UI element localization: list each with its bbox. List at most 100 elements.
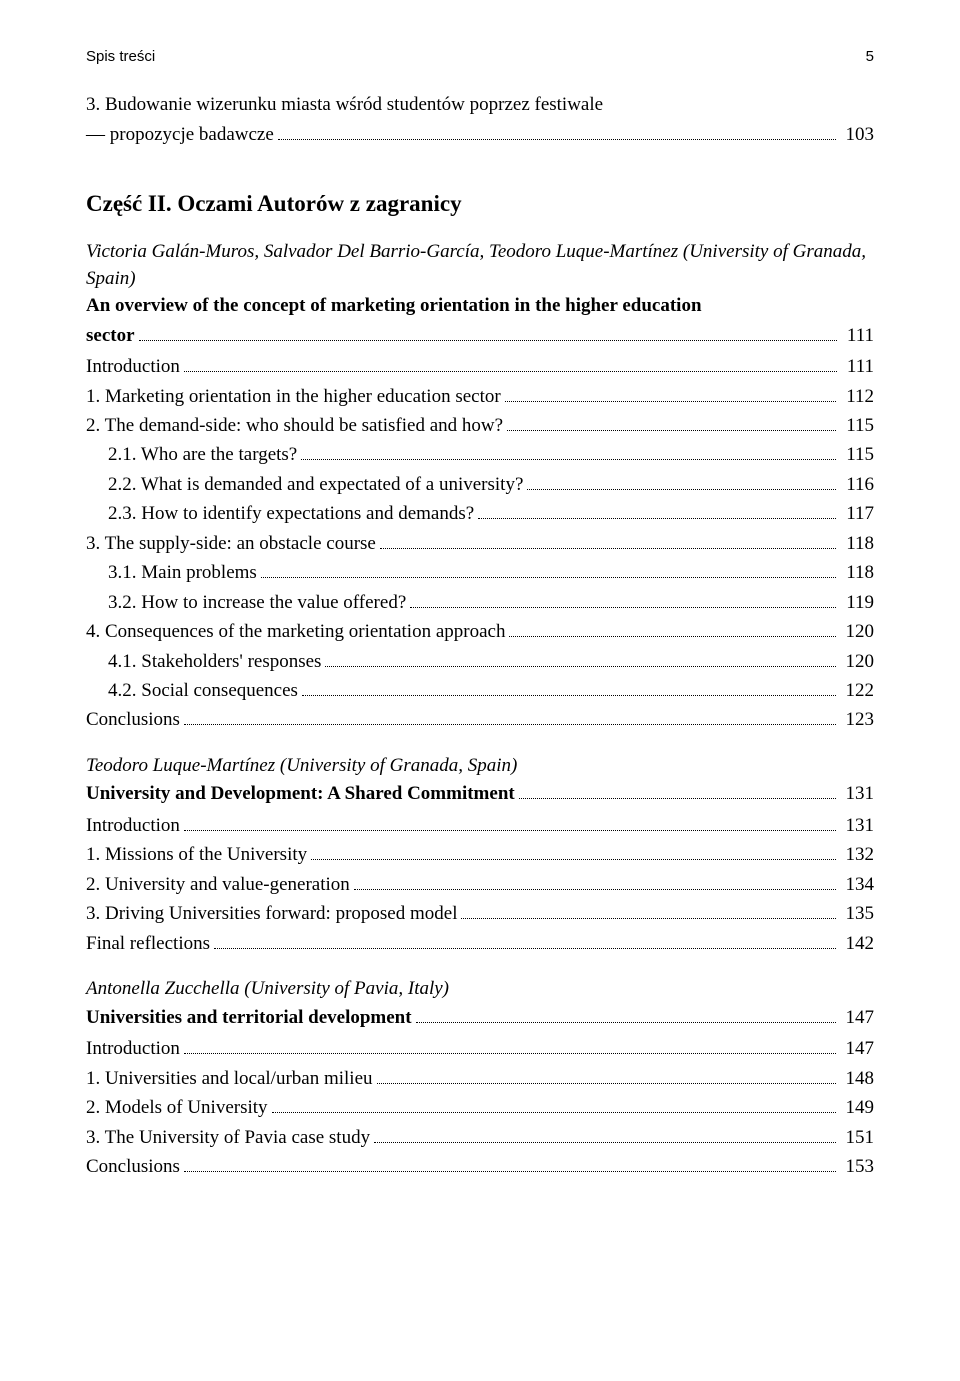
toc-item: Introduction 111	[86, 352, 874, 381]
toc-item: 3. Driving Universities forward: propose…	[86, 899, 874, 928]
toc-page: 116	[840, 470, 874, 499]
toc-label: 2.2. What is demanded and expectated of …	[108, 470, 523, 499]
toc-page: 148	[840, 1064, 875, 1093]
toc-label: 2.1. Who are the targets?	[108, 440, 297, 469]
article-toc: Introduction1311. Missions of the Univer…	[86, 811, 874, 958]
toc-label: 3. The supply-side: an obstacle course	[86, 529, 376, 558]
toc-page: 131	[840, 780, 875, 809]
toc-leader	[311, 844, 835, 860]
toc-page: 115	[840, 411, 874, 440]
toc-page: 120	[840, 617, 875, 646]
toc-page: 117	[840, 499, 874, 528]
toc-label: Introduction	[86, 1034, 180, 1063]
toc-leader	[302, 680, 836, 696]
toc-page: 135	[840, 899, 875, 928]
toc-page: 132	[840, 840, 875, 869]
toc-item-continuation-line: 3. Budowanie wizerunku miasta wśród stud…	[86, 91, 874, 120]
page: Spis treści 5 3. Budowanie wizerunku mia…	[0, 0, 960, 1381]
toc-leader	[377, 1067, 836, 1083]
toc-page: 122	[840, 676, 875, 705]
toc-label: 3. The University of Pavia case study	[86, 1123, 370, 1152]
toc-page: 120	[840, 647, 875, 676]
toc-label: Final reflections	[86, 929, 210, 958]
toc-leader	[527, 474, 836, 490]
toc-item: 4. Consequences of the marketing orienta…	[86, 617, 874, 646]
toc-page: 103	[840, 120, 875, 149]
toc-leader	[374, 1126, 835, 1142]
toc-item: 4.2. Social consequences 122	[86, 676, 874, 705]
toc-leader	[184, 1038, 836, 1054]
toc-page: 111	[841, 352, 874, 381]
toc-label: 1. Universities and local/urban milieu	[86, 1064, 373, 1093]
toc-label: 4.2. Social consequences	[108, 676, 298, 705]
toc-page: 147	[840, 1004, 875, 1033]
article-title-line: An overview of the concept of marketing …	[86, 292, 874, 321]
toc-item: 3.2. How to increase the value offered? 1…	[86, 588, 874, 617]
article-toc: Introduction 1111. Marketing orientation …	[86, 352, 874, 735]
toc-label: Introduction	[86, 352, 180, 381]
article-authors: Victoria Galán-Muros, Salvador Del Barri…	[86, 239, 874, 292]
part-title: Część II. Oczami Autorów z zagranicy	[86, 191, 874, 217]
toc-label: 2. University and value-generation	[86, 870, 350, 899]
toc-item: 2.3. How to identify expectations and de…	[86, 499, 874, 528]
toc-page: 147	[840, 1034, 875, 1063]
toc-item: Conclusions123	[86, 705, 874, 734]
toc-label: Conclusions	[86, 1152, 180, 1181]
toc-page: 142	[840, 929, 875, 958]
toc-label: 3. Driving Universities forward: propose…	[86, 899, 457, 928]
toc-page: 134	[840, 870, 875, 899]
article-authors: Antonella Zucchella (University of Pavia…	[86, 976, 874, 1003]
toc-item: Conclusions 153	[86, 1152, 874, 1181]
article-toc: Introduction1471. Universities and local…	[86, 1034, 874, 1181]
article-title-row: sector 111	[86, 322, 874, 351]
toc-leader	[278, 123, 836, 139]
toc-item: 1. Missions of the University 132	[86, 840, 874, 869]
toc-item: 1. Universities and local/urban milieu 14…	[86, 1064, 874, 1093]
toc-leader	[478, 503, 836, 519]
toc-leader	[509, 621, 835, 637]
article-authors: Teodoro Luque-Martínez (University of Gr…	[86, 753, 874, 780]
toc-label: 4. Consequences of the marketing orienta…	[86, 617, 505, 646]
toc-label: 2. The demand-side: who should be satisf…	[86, 411, 503, 440]
running-head-right: 5	[866, 48, 874, 65]
article-title-last: Universities and territorial development	[86, 1004, 412, 1033]
toc-leader	[184, 815, 836, 831]
toc-page: 153	[840, 1152, 875, 1181]
toc-label: 3.2. How to increase the value offered?	[108, 588, 406, 617]
toc-page: 112	[840, 382, 874, 411]
toc-item: 1. Marketing orientation in the higher e…	[86, 382, 874, 411]
toc-leader	[461, 903, 835, 919]
toc-leader	[184, 709, 836, 725]
toc-item: 2.1. Who are the targets?115	[86, 440, 874, 469]
toc-item: 2. The demand-side: who should be satisf…	[86, 411, 874, 440]
toc-label: 4.1. Stakeholders' responses	[108, 647, 321, 676]
toc-page: 118	[840, 529, 874, 558]
toc-leader	[380, 533, 836, 549]
article-title-last: sector	[86, 322, 135, 351]
toc-leader	[519, 783, 836, 799]
toc-leader	[410, 591, 836, 607]
toc-item: 3. The supply-side: an obstacle course 11…	[86, 529, 874, 558]
toc-item: 2. University and value-generation 134	[86, 870, 874, 899]
toc-page: 119	[840, 588, 874, 617]
toc-page: 151	[840, 1123, 875, 1152]
toc-label: 2.3. How to identify expectations and de…	[108, 499, 474, 528]
toc-item: Final reflections 142	[86, 929, 874, 958]
toc-label: Introduction	[86, 811, 180, 840]
toc-label: 3.1. Main problems	[108, 558, 257, 587]
toc-leader	[272, 1097, 836, 1113]
toc-leader	[139, 324, 837, 340]
running-head: Spis treści 5	[86, 48, 874, 65]
toc-item: Introduction 147	[86, 1034, 874, 1063]
toc-label: 1. Missions of the University	[86, 840, 307, 869]
toc-label: — propozycje badawcze	[86, 120, 274, 149]
toc-leader	[416, 1007, 836, 1023]
toc-item: 3.1. Main problems118	[86, 558, 874, 587]
toc-page: 111	[841, 322, 874, 351]
toc-item: Introduction131	[86, 811, 874, 840]
toc-item: 2.2. What is demanded and expectated of …	[86, 470, 874, 499]
toc-leader	[507, 415, 836, 431]
toc-leader	[261, 562, 836, 578]
toc-leader	[184, 356, 837, 372]
toc-page: 149	[840, 1093, 875, 1122]
